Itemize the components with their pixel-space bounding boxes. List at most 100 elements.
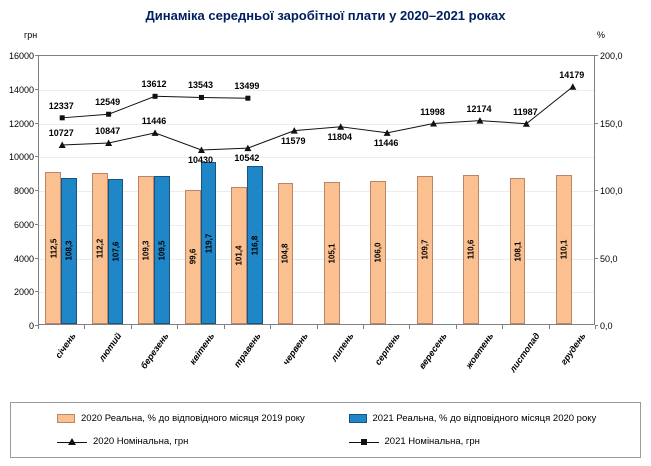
triangle-marker-icon bbox=[476, 117, 484, 124]
line-value-label: 10847 bbox=[95, 125, 121, 136]
x-axis-label: травень bbox=[232, 331, 264, 370]
legend-label-2020-nominal: 2020 Номінальна, грн bbox=[93, 436, 189, 447]
legend-line-triangle-icon bbox=[57, 437, 87, 447]
right-axis-unit-label: % bbox=[597, 30, 606, 40]
x-axis-label: лютий bbox=[97, 331, 124, 364]
triangle-marker-icon bbox=[105, 139, 113, 146]
triangle-marker-icon bbox=[290, 127, 298, 134]
bar-2021-real: 109,5 bbox=[154, 176, 170, 324]
tick-mark bbox=[595, 325, 598, 326]
x-axis-label: січень bbox=[52, 331, 78, 361]
tick-mark bbox=[84, 325, 86, 329]
line-value-label: 11987 bbox=[513, 106, 538, 117]
triangle-marker-icon bbox=[337, 123, 345, 130]
tick-mark bbox=[35, 291, 38, 293]
bar-2020-real: 106,0 bbox=[370, 180, 387, 324]
y-axis-tick-label-left: 2000 bbox=[13, 287, 34, 298]
legend-item-2021-real: 2021 Реальна, % до відповідного місяця 2… bbox=[348, 413, 641, 424]
gridline bbox=[39, 292, 594, 294]
line-value-label: 11804 bbox=[327, 131, 352, 142]
tick-mark bbox=[409, 325, 411, 329]
square-marker-icon bbox=[59, 115, 65, 121]
bar-2021-real: 108,3 bbox=[61, 177, 78, 324]
tick-mark bbox=[38, 325, 39, 329]
y-axis-tick-label-left: 10000 bbox=[8, 152, 34, 163]
bar-2020-real: 110,1 bbox=[556, 175, 572, 324]
y-axis-tick-label-left: 6000 bbox=[13, 219, 34, 230]
bar-2021-real: 119,7 bbox=[200, 162, 217, 324]
tick-mark bbox=[595, 190, 598, 191]
line-value-label: 13543 bbox=[187, 80, 213, 91]
y-axis-tick-label-left: 12000 bbox=[8, 118, 34, 129]
legend-label-2021-real: 2021 Реальна, % до відповідного місяця 2… bbox=[372, 413, 597, 424]
legend-line-square-icon bbox=[348, 437, 379, 447]
tick-mark bbox=[223, 325, 225, 329]
line-2021-nominal bbox=[62, 95, 248, 119]
legend-item-2020-nominal: 2020 Номінальна, грн bbox=[57, 436, 349, 447]
bar-2021-real: 107,6 bbox=[107, 178, 124, 324]
bar-2020-real: 108,1 bbox=[509, 178, 526, 324]
tick-mark bbox=[595, 257, 598, 259]
x-axis-label: березень bbox=[138, 331, 171, 371]
gridline bbox=[39, 123, 594, 125]
y-axis-tick-label-left: 4000 bbox=[13, 253, 34, 264]
x-axis-label: червень bbox=[280, 331, 310, 367]
triangle-marker-icon bbox=[522, 120, 530, 127]
y-axis-tick-label-right: 150,0 bbox=[600, 118, 623, 129]
bar-2020-real: 104,8 bbox=[277, 182, 294, 324]
bar-2020-real: 101,4 bbox=[231, 187, 247, 324]
y-axis-tick-label-right: 200,0 bbox=[600, 51, 623, 61]
x-axis-label: вересень bbox=[416, 331, 449, 371]
line-value-label: 11446 bbox=[373, 137, 399, 148]
legend-swatch-2021-real bbox=[348, 414, 367, 423]
line-value-label: 14179 bbox=[559, 69, 585, 80]
line-value-label: 10430 bbox=[187, 154, 213, 165]
line-value-label: 11998 bbox=[420, 106, 445, 117]
tick-mark bbox=[35, 190, 38, 191]
x-axis-label: квітень bbox=[187, 331, 217, 367]
tick-mark bbox=[455, 325, 457, 329]
square-marker-icon bbox=[106, 111, 112, 117]
bar-2020-real: 109,3 bbox=[138, 176, 155, 324]
gridline bbox=[39, 157, 594, 159]
bar-2021-real: 116,8 bbox=[246, 166, 263, 324]
legend-item-2020-real: 2020 Реальна, % до відповідного місяця 2… bbox=[57, 413, 349, 424]
y-axis-tick-label-left: 8000 bbox=[13, 186, 34, 196]
bar-2020-real: 112,5 bbox=[45, 172, 62, 324]
line-value-label: 11446 bbox=[141, 115, 167, 126]
bar-2020-real: 105,1 bbox=[323, 182, 340, 324]
gridline bbox=[39, 258, 594, 260]
bar-2020-real: 109,7 bbox=[416, 175, 433, 324]
square-marker-icon bbox=[152, 93, 158, 99]
gridline bbox=[39, 191, 594, 192]
left-axis-unit-label: грн bbox=[24, 30, 38, 40]
tick-mark bbox=[130, 325, 132, 329]
gridline bbox=[39, 224, 594, 226]
line-value-label: 11579 bbox=[281, 135, 306, 146]
y-axis-tick-label-right: 50,0 bbox=[600, 253, 618, 264]
triangle-marker-icon bbox=[430, 120, 438, 127]
line-value-label: 10727 bbox=[48, 127, 74, 138]
tick-mark bbox=[35, 55, 38, 56]
tick-mark bbox=[35, 122, 38, 124]
y-axis-tick-label-left: 0 bbox=[28, 321, 34, 331]
legend: 2020 Реальна, % до відповідного місяця 2… bbox=[10, 402, 641, 458]
bar-2020-real: 99,6 bbox=[184, 189, 201, 324]
tick-mark bbox=[362, 325, 364, 329]
line-value-label: 12549 bbox=[95, 97, 121, 108]
y-axis-tick-label-right: 100,0 bbox=[600, 186, 623, 196]
x-axis-label: жовтень bbox=[463, 331, 496, 371]
x-axis-label: липень bbox=[329, 331, 356, 364]
legend-item-2021-nominal: 2021 Номінальна, грн bbox=[348, 436, 641, 447]
tick-mark bbox=[35, 257, 38, 259]
tick-mark bbox=[316, 325, 318, 329]
tick-mark bbox=[548, 325, 550, 329]
x-axis-label: грудень bbox=[558, 331, 588, 367]
square-marker-icon bbox=[198, 94, 204, 100]
tick-mark bbox=[595, 122, 598, 124]
legend-label-2020-real: 2020 Реальна, % до відповідного місяця 2… bbox=[81, 413, 305, 424]
tick-mark bbox=[35, 325, 38, 326]
bar-2020-real: 110,6 bbox=[463, 174, 480, 324]
triangle-marker-icon bbox=[197, 146, 205, 153]
